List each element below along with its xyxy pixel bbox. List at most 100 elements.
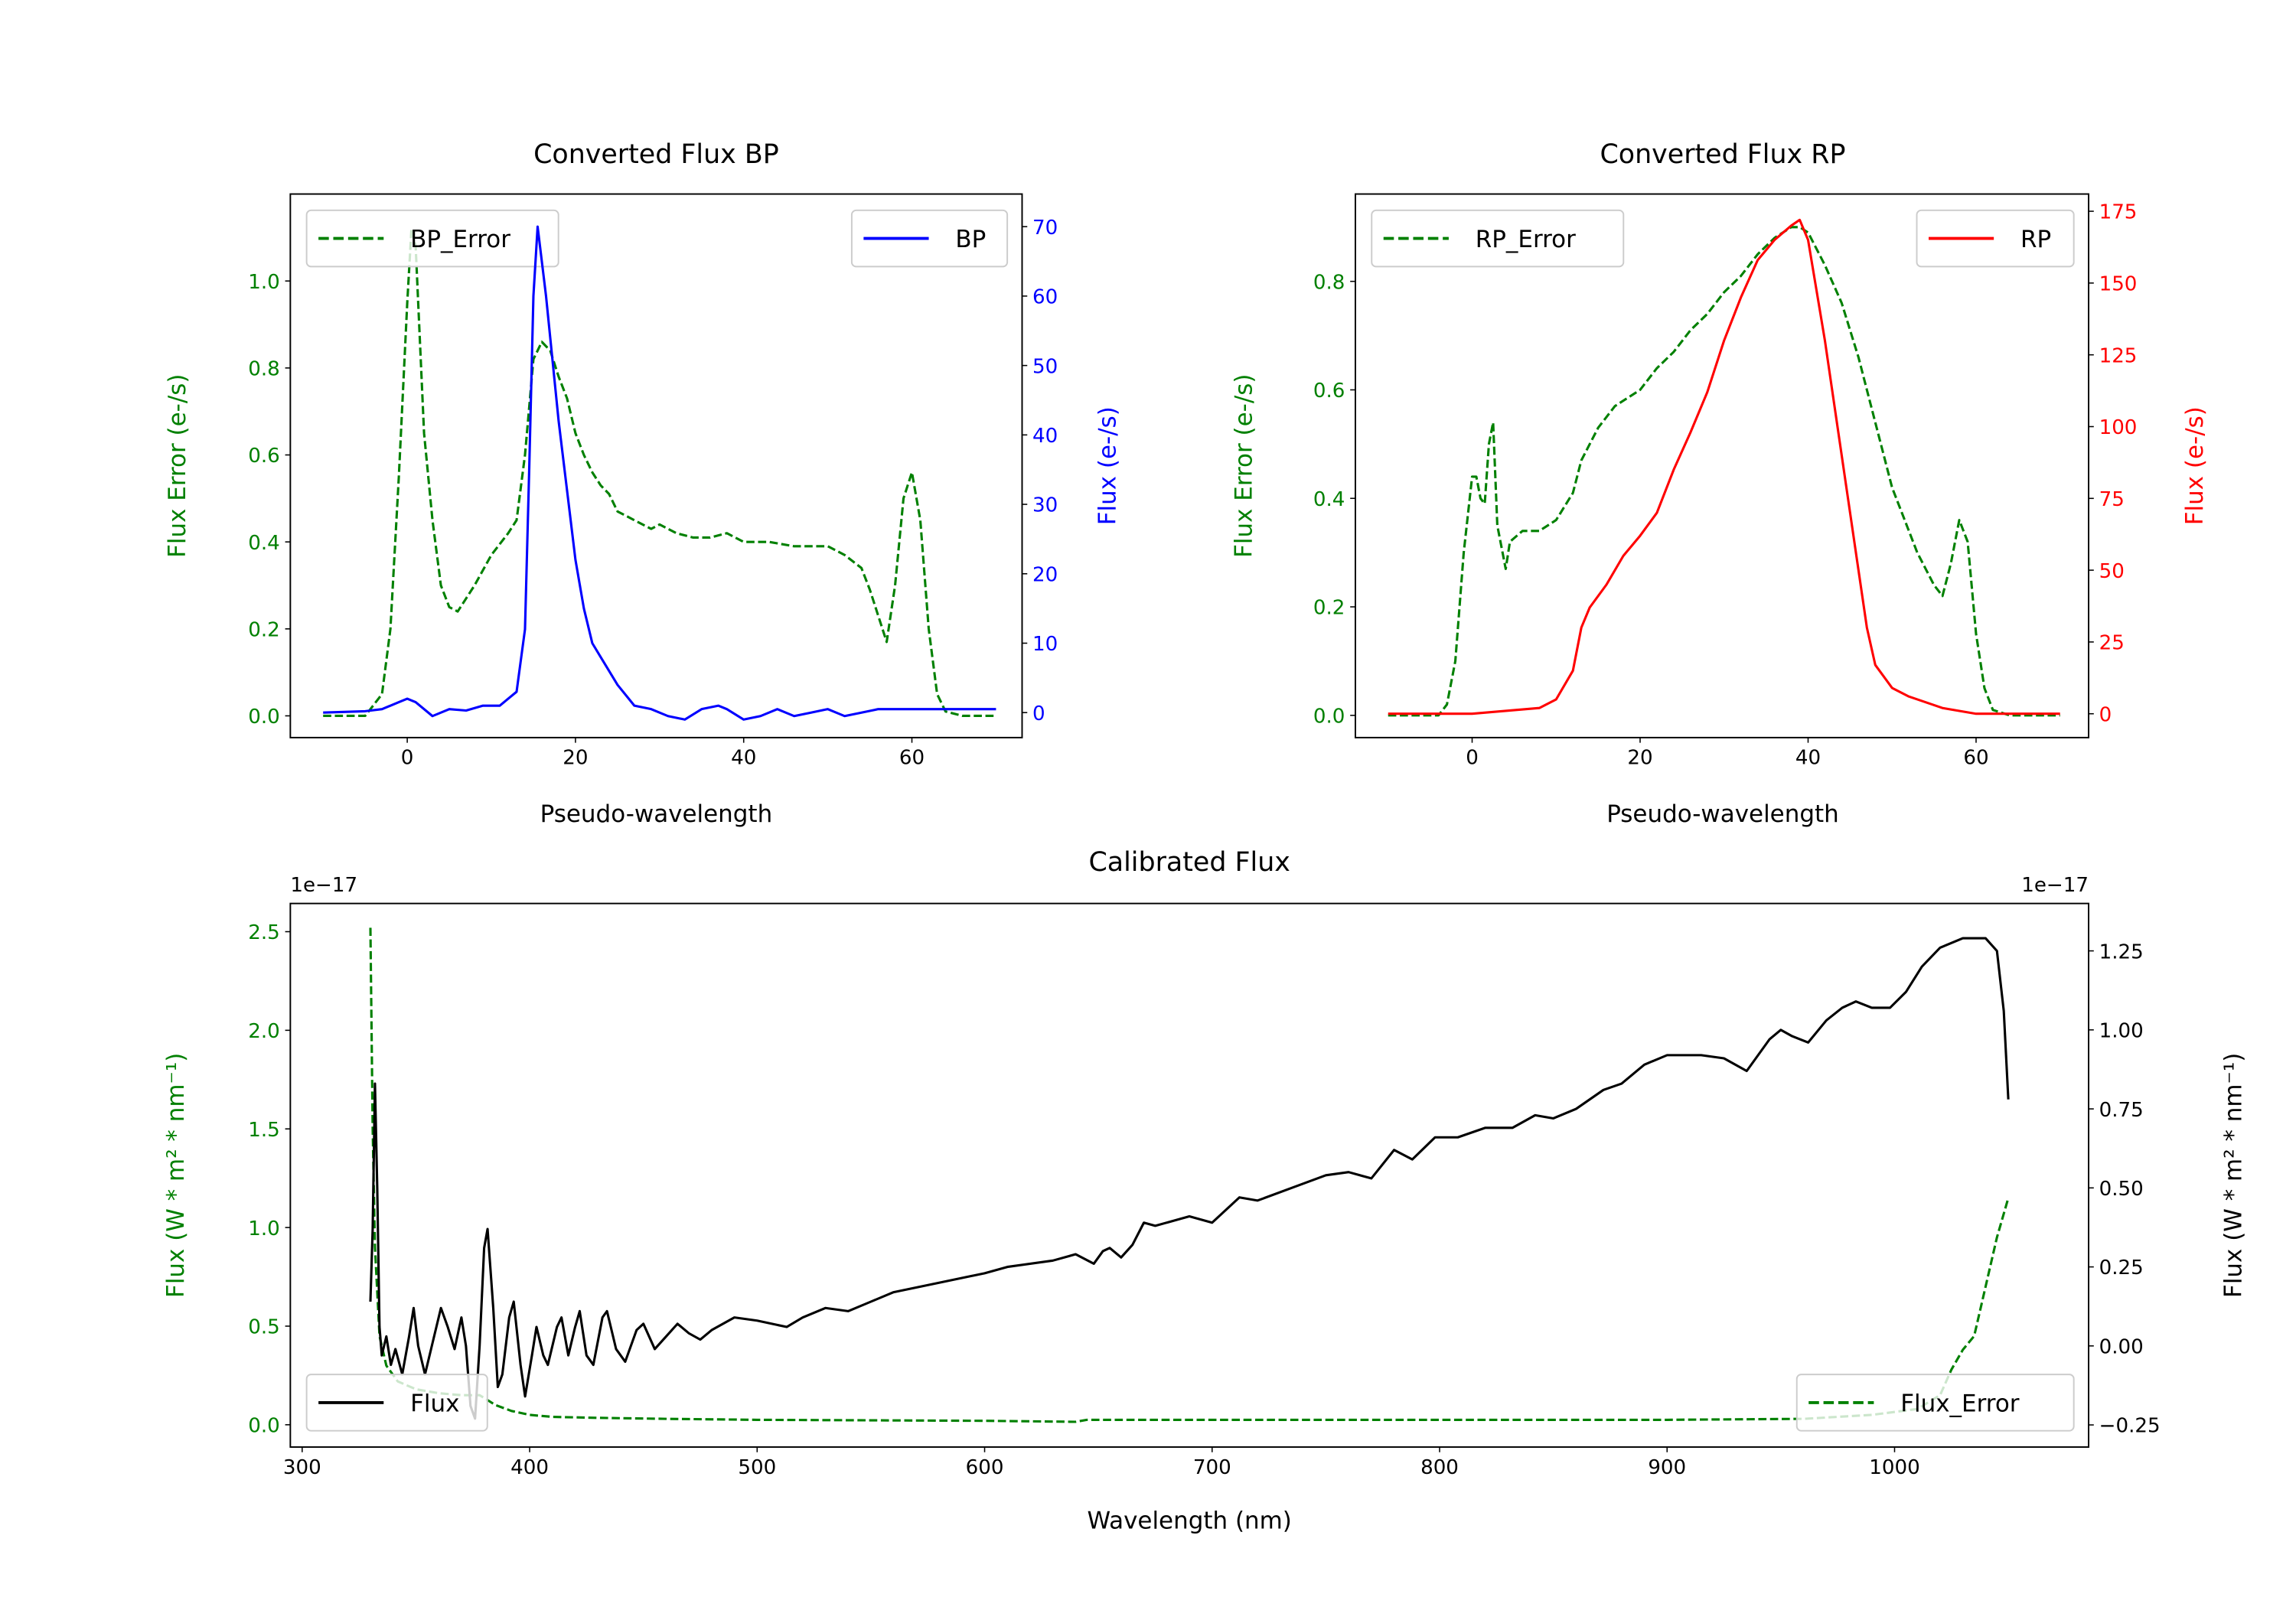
legend-label: RP — [2020, 226, 2051, 253]
x-axis-label: Pseudo-wavelength — [540, 800, 773, 828]
legend-box — [1371, 209, 1625, 268]
y-left-tick-label: 1.0 — [248, 1217, 280, 1240]
legend-bp: BP — [850, 209, 1009, 268]
legend-box — [850, 209, 1009, 268]
y-right-axis-label: Flux (e-/s) — [1094, 406, 1121, 525]
plot-frame — [1355, 193, 2089, 738]
y-left-tick-label: 2.5 — [248, 921, 280, 944]
chart-title: Converted Flux RP — [1600, 139, 1845, 170]
y-left-axis-label: Flux Error (e-/s) — [164, 374, 191, 558]
x-tick-label: 300 — [283, 1456, 321, 1479]
x-tick-label: 0 — [1466, 747, 1479, 770]
chart-title: Calibrated Flux — [1088, 847, 1290, 878]
y-right-tick-label: 30 — [1032, 494, 1058, 517]
x-tick-label: 0 — [401, 747, 414, 770]
x-axis-label: Pseudo-wavelength — [1606, 800, 1839, 828]
y-left-tick-label: 0.0 — [248, 706, 280, 729]
y-right-tick-label: 60 — [1032, 286, 1058, 309]
y-right-tick-label: 100 — [2099, 416, 2138, 439]
chart-panel-converted-flux-bp: 0 20 40 60 0.0 0.2 0.4 0.6 0.8 1.0 0 10 20 30 40 50 60 70… — [164, 139, 1121, 828]
x-tick-label: 60 — [1963, 747, 1988, 770]
y-right-tick-label: 20 — [1032, 563, 1058, 586]
y-right-axis-label: Flux (e-/s) — [2181, 406, 2209, 525]
y-left-axis-label: Flux Error (e-/s) — [1230, 374, 1257, 558]
x-tick-label: 40 — [1795, 747, 1821, 770]
y-right-tick-label: 0 — [1032, 702, 1045, 725]
y-right-tick-label: 40 — [1032, 425, 1058, 448]
y-right-tick-label: 25 — [2099, 632, 2125, 655]
series-line-rp — [1388, 218, 2060, 715]
legend-rp-error: RP_Error — [1371, 209, 1625, 268]
legend-box — [1916, 209, 2075, 268]
y-right-tick-label: 150 — [2099, 273, 2138, 296]
x-tick-label: 700 — [1193, 1456, 1231, 1479]
y-right-tick-label: −0.25 — [2099, 1415, 2161, 1438]
legend-flux: Flux — [305, 1374, 488, 1432]
legend-flux-error: Flux_Error — [1795, 1374, 2075, 1432]
chart-panel-calibrated-flux: 300 400 500 600 700 800 900 1000 0.0 0.5 1.0 1.5 2.0… — [162, 847, 2247, 1534]
plot-frame — [289, 193, 1023, 738]
x-tick-label: 800 — [1420, 1456, 1459, 1479]
x-tick-label: 40 — [731, 747, 756, 770]
y-right-tick-label: 1.25 — [2099, 940, 2144, 963]
x-tick-label: 60 — [899, 747, 925, 770]
legend-label: Flux_Error — [1900, 1390, 2020, 1418]
legend-bp-error: BP_Error — [305, 209, 559, 268]
legend-box — [305, 1374, 488, 1432]
y-left-tick-label: 0.6 — [1313, 380, 1345, 403]
x-tick-label: 20 — [563, 747, 588, 770]
y-right-tick-label: 50 — [2099, 560, 2125, 583]
y-left-tick-label: 1.0 — [248, 271, 280, 294]
y-right-tick-label: 0.50 — [2099, 1178, 2144, 1201]
y-left-tick-label: 0.2 — [1313, 597, 1345, 620]
y-left-tick-label: 0.0 — [248, 1415, 280, 1438]
series-line-rp-error — [1388, 226, 2060, 717]
x-tick-label: 400 — [510, 1456, 549, 1479]
y-right-tick-label: 175 — [2099, 201, 2138, 224]
x-tick-label: 20 — [1627, 747, 1652, 770]
y-right-tick-label: 125 — [2099, 344, 2138, 367]
y-right-tick-label: 0.00 — [2099, 1335, 2144, 1358]
y-right-tick-label: 1.00 — [2099, 1020, 2144, 1043]
chart-title: Converted Flux BP — [533, 139, 779, 170]
y-right-tick-label: 0.75 — [2099, 1099, 2144, 1122]
legend-rp: RP — [1916, 209, 2075, 268]
legend-label: RP_Error — [1476, 226, 1576, 253]
y-left-tick-label: 1.5 — [248, 1119, 280, 1142]
y-left-tick-label: 0.6 — [248, 445, 280, 468]
y-left-tick-label: 0.8 — [248, 358, 280, 381]
y-right-tick-label: 10 — [1032, 633, 1058, 656]
y-left-tick-label: 0.5 — [248, 1316, 280, 1339]
legend-box — [305, 209, 559, 268]
chart-panel-converted-flux-rp: 0 20 40 60 0.0 0.2 0.4 0.6 0.8 0 25 50 75 100 125 150 17… — [1230, 139, 2209, 828]
legend-label: Flux — [410, 1390, 459, 1418]
y-right-tick-label: 75 — [2099, 488, 2125, 511]
y-left-tick-label: 0.8 — [1313, 271, 1345, 294]
y-right-tick-label: 50 — [1032, 355, 1058, 378]
y-left-tick-label: 0.0 — [1313, 705, 1345, 728]
x-axis-label: Wavelength (nm) — [1087, 1507, 1291, 1534]
legend-label: BP — [955, 226, 986, 253]
plot-frame — [289, 902, 2089, 1448]
x-tick-label: 1000 — [1869, 1456, 1919, 1479]
y-right-tick-label: 0 — [2099, 703, 2112, 726]
y-left-tick-label: 2.0 — [248, 1020, 280, 1043]
y-left-tick-label: 0.2 — [248, 618, 280, 641]
y-right-axis-label: Flux (W * m² * nm⁻¹) — [2219, 1053, 2247, 1298]
legend-label: BP_Error — [410, 226, 510, 253]
x-tick-label: 600 — [966, 1456, 1004, 1479]
series-line-flux — [369, 937, 2010, 1420]
legend-box — [1795, 1374, 2075, 1432]
y-left-tick-label: 0.4 — [1313, 488, 1345, 511]
x-tick-label: 900 — [1648, 1456, 1686, 1479]
x-tick-label: 500 — [738, 1456, 776, 1479]
series-line-bp — [323, 225, 996, 721]
y-left-tick-label: 0.4 — [248, 532, 280, 555]
y-right-tick-label: 70 — [1032, 217, 1058, 240]
y-right-tick-label: 0.25 — [2099, 1257, 2144, 1279]
y-left-axis-label: Flux (W * m² * nm⁻¹) — [162, 1053, 190, 1298]
y-left-offset-text: 1e−17 — [290, 874, 357, 897]
y-right-offset-text: 1e−17 — [2021, 874, 2089, 897]
